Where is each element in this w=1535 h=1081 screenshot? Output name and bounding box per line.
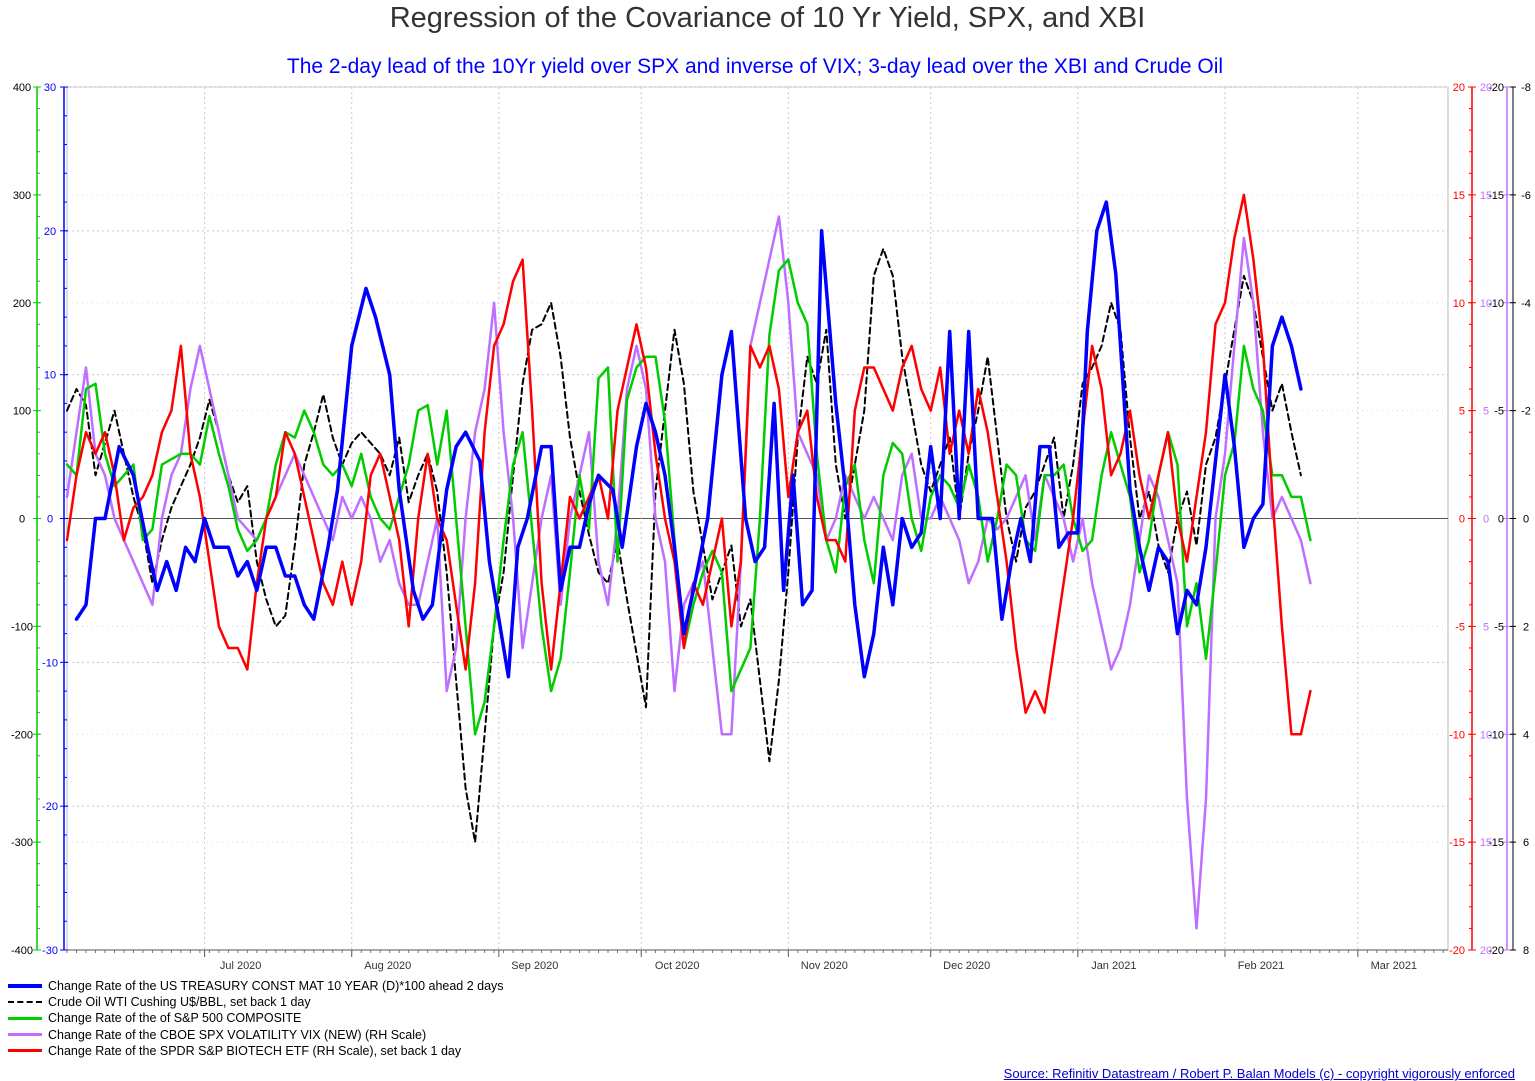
- crude-tick-label-inner: -5: [1494, 406, 1504, 418]
- x-tick-label: Nov 2020: [801, 960, 848, 972]
- legend-swatch-vix: [8, 1033, 42, 1037]
- series-line-xbi: [65, 193, 1312, 736]
- x-tick-label: Oct 2020: [655, 960, 700, 972]
- crude-tick-label: 8: [1523, 945, 1529, 957]
- crude-tick-label: 6: [1523, 837, 1529, 849]
- legend-item-vix: Change Rate of the CBOE SPX VOLATILITY V…: [8, 1027, 504, 1043]
- xbi-tick-label: -15: [1449, 837, 1465, 849]
- vix-tick-label: 20: [1480, 945, 1492, 957]
- crude-tick-label: -8: [1521, 82, 1531, 94]
- legend: Change Rate of the US TREASURY CONST MAT…: [8, 978, 504, 1059]
- crude-tick-label: 0: [1523, 514, 1529, 526]
- crude-tick-label-inner: -20: [1488, 82, 1504, 94]
- spx-tick-label: -400: [11, 945, 33, 957]
- spx-tick-label: 0: [19, 514, 25, 526]
- crude-tick-label-inner: 0: [1498, 514, 1504, 526]
- crude-tick-label-inner: -10: [1488, 729, 1504, 741]
- crude-tick-label-inner: -10: [1488, 298, 1504, 310]
- legend-item-treasury: Change Rate of the US TREASURY CONST MAT…: [8, 978, 504, 994]
- xbi-tick-label: 5: [1459, 406, 1465, 418]
- spx-tick-label: 100: [13, 406, 31, 418]
- series-line-spx: [65, 258, 1312, 736]
- xbi-tick-label: 10: [1453, 298, 1465, 310]
- x-tick-label: Jul 2020: [220, 960, 262, 972]
- x-tick-label: Mar 2021: [1371, 960, 1417, 972]
- x-tick-label: Aug 2020: [364, 960, 411, 972]
- legend-swatch-treasury: [8, 984, 42, 989]
- vix-tick-label: 15: [1480, 190, 1492, 202]
- series-line-treasury: [74, 200, 1303, 679]
- treasury-tick-label: 20: [44, 226, 56, 238]
- legend-item-crude: Crude Oil WTI Cushing U$/BBL, set back 1…: [8, 994, 504, 1010]
- spx-tick-label: -100: [11, 621, 33, 633]
- spx-tick-label: -300: [11, 837, 33, 849]
- vix-tick-label: 0: [1483, 514, 1489, 526]
- source-link[interactable]: Source: Refinitiv Datastream / Robert P.…: [1003, 1066, 1515, 1081]
- crude-tick-label: -6: [1521, 190, 1531, 202]
- spx-tick-label: -200: [11, 729, 33, 741]
- legend-label-spx: Change Rate of the of S&P 500 COMPOSITE: [48, 1011, 302, 1026]
- legend-label-xbi: Change Rate of the SPDR S&P BIOTECH ETF …: [48, 1043, 462, 1058]
- legend-swatch-xbi: [8, 1049, 42, 1053]
- chart-subtitle: The 2-day lead of the 10Yr yield over SP…: [286, 55, 1224, 78]
- x-tick-label: Jan 2021: [1091, 960, 1136, 972]
- spx-tick-label: 200: [13, 298, 31, 310]
- treasury-tick-label: -10: [42, 657, 58, 669]
- vix-tick-label: 5: [1483, 406, 1489, 418]
- crude-tick-label: 4: [1523, 729, 1529, 741]
- crude-tick-label: -2: [1521, 406, 1531, 418]
- spx-tick-label: 400: [13, 82, 31, 94]
- xbi-tick-label: -5: [1455, 621, 1465, 633]
- legend-label-treasury: Change Rate of the US TREASURY CONST MAT…: [48, 979, 504, 994]
- xbi-tick-label: 15: [1453, 190, 1465, 202]
- crude-tick-label-inner: -5: [1494, 621, 1504, 633]
- vix-tick-label: 5: [1483, 621, 1489, 633]
- x-tick-label: Sep 2020: [511, 960, 558, 972]
- vix-tick-label: 15: [1480, 837, 1492, 849]
- xbi-tick-label: -20: [1449, 945, 1465, 957]
- treasury-tick-label: 30: [44, 82, 56, 94]
- legend-swatch-crude: [8, 1001, 42, 1004]
- chart-title: Regression of the Covariance of 10 Yr Yi…: [389, 2, 1146, 34]
- chart: Jul 2020 Aug 2020 Sep 2020 Oct 2020 Nov 2020…: [11, 82, 1531, 972]
- vix-tick-label: 10: [1480, 298, 1492, 310]
- crude-tick-label-inner: -15: [1488, 190, 1504, 202]
- legend-item-spx: Change Rate of the of S&P 500 COMPOSITE: [8, 1010, 504, 1026]
- x-tick-label: Dec 2020: [943, 960, 990, 972]
- xbi-tick-label: 0: [1459, 514, 1465, 526]
- spx-tick-label: 300: [13, 190, 31, 202]
- treasury-tick-label: 10: [44, 370, 56, 382]
- treasury-tick-label: -30: [42, 945, 58, 957]
- crude-tick-label: -4: [1521, 298, 1531, 310]
- crude-tick-label-inner: -20: [1488, 945, 1504, 957]
- treasury-tick-label: 0: [47, 514, 53, 526]
- legend-swatch-spx: [8, 1016, 42, 1020]
- legend-label-vix: Change Rate of the CBOE SPX VOLATILITY V…: [48, 1027, 427, 1042]
- vix-tick-label: 20: [1480, 82, 1492, 94]
- x-tick-label: Feb 2021: [1238, 960, 1284, 972]
- vix-tick-label: 10: [1480, 729, 1492, 741]
- crude-tick-label: 2: [1523, 621, 1529, 633]
- xbi-tick-label: -10: [1449, 729, 1465, 741]
- treasury-tick-label: -20: [42, 801, 58, 813]
- legend-item-xbi: Change Rate of the SPDR S&P BIOTECH ETF …: [8, 1043, 504, 1059]
- series-line-vix: [65, 215, 1312, 930]
- crude-tick-label-inner: -15: [1488, 837, 1504, 849]
- legend-label-crude: Crude Oil WTI Cushing U$/BBL, set back 1…: [48, 995, 311, 1010]
- xbi-tick-label: 20: [1453, 82, 1465, 94]
